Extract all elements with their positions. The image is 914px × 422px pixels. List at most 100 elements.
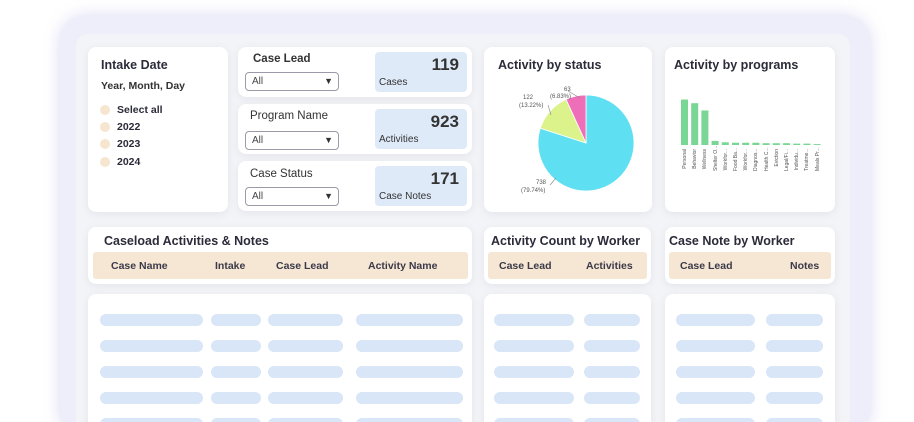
x-tick-label: Workfor... bbox=[722, 149, 729, 171]
cases-kpi: 119 Cases bbox=[375, 52, 467, 92]
placeholder-cell bbox=[676, 418, 755, 422]
bar[interactable] bbox=[783, 143, 790, 145]
bar[interactable] bbox=[752, 142, 760, 145]
placeholder-cell bbox=[211, 340, 261, 352]
case-lead-dropdown[interactable]: All ▼ bbox=[245, 72, 339, 91]
placeholder-cell bbox=[268, 314, 343, 326]
bar-chart bbox=[681, 99, 821, 145]
column-header[interactable]: Notes bbox=[790, 260, 820, 272]
table-header-row: Case Lead Notes bbox=[669, 252, 831, 279]
placeholder-cell bbox=[268, 366, 343, 378]
placeholder-cell bbox=[494, 340, 574, 352]
chart-title: Activity by status bbox=[498, 58, 602, 72]
placeholder-cell bbox=[211, 392, 261, 404]
x-tick-label: Wellness bbox=[702, 149, 709, 170]
table-header-row: Case Name Intake Case Lead Activity Name bbox=[93, 252, 468, 279]
dropdown-value: All bbox=[252, 191, 264, 202]
activities-kpi: 923 Activities bbox=[375, 109, 467, 149]
intake-date-subtitle: Year, Month, Day bbox=[101, 80, 186, 92]
case-status-dropdown[interactable]: All ▼ bbox=[245, 187, 339, 206]
placeholder-cell bbox=[584, 340, 640, 352]
column-header[interactable]: Activities bbox=[586, 260, 633, 272]
option-select-all[interactable]: Select all bbox=[100, 104, 163, 116]
slice-count-label: 122 bbox=[523, 95, 534, 101]
option-2022[interactable]: 2022 bbox=[100, 121, 140, 133]
bar[interactable] bbox=[701, 110, 709, 145]
slice-percent-label: (13.22%) bbox=[519, 103, 543, 109]
program-name-dropdown[interactable]: All ▼ bbox=[245, 131, 339, 150]
slicer-label: Case Status bbox=[250, 168, 313, 180]
bar[interactable] bbox=[793, 143, 801, 145]
slicer-label: Case Lead bbox=[253, 53, 311, 65]
x-tick-label: Meals Pr... bbox=[814, 147, 821, 171]
bar[interactable] bbox=[813, 144, 821, 145]
option-2023[interactable]: 2023 bbox=[100, 138, 140, 150]
dropdown-value: All bbox=[252, 76, 264, 87]
dropdown-value: All bbox=[252, 135, 264, 146]
radio-dot-icon bbox=[100, 122, 110, 132]
slice-percent-label: (79.74%) bbox=[521, 188, 545, 194]
placeholder-cell bbox=[100, 314, 203, 326]
kpi-value: 119 bbox=[431, 55, 459, 74]
bar[interactable] bbox=[721, 142, 729, 145]
column-header[interactable]: Activity Name bbox=[368, 260, 438, 272]
x-tick-label: Health C... bbox=[763, 147, 770, 171]
bar[interactable] bbox=[681, 99, 688, 145]
option-2024[interactable]: 2024 bbox=[100, 156, 140, 168]
pie-chart: 63 (6.83%) 122 (13.22%) 738 (79.74%) bbox=[519, 87, 635, 194]
bar[interactable] bbox=[742, 142, 750, 145]
placeholder-cell bbox=[356, 392, 463, 404]
x-tick-label: Individu... bbox=[794, 149, 801, 171]
program-name-slicer: Program Name All ▼ 923 Activities bbox=[238, 104, 472, 154]
bar[interactable] bbox=[732, 142, 739, 145]
placeholder-cell bbox=[676, 314, 755, 326]
placeholder-cell bbox=[356, 366, 463, 378]
placeholder-cell bbox=[211, 366, 261, 378]
chevron-down-icon: ▼ bbox=[324, 76, 333, 86]
bar[interactable] bbox=[762, 143, 770, 145]
x-tick-label: Legal/Fi... bbox=[784, 149, 790, 171]
slicer-label: Program Name bbox=[250, 110, 328, 122]
placeholder-cell bbox=[584, 392, 640, 404]
intake-date-slicer: Intake Date Year, Month, Day Select all … bbox=[88, 47, 228, 212]
bar[interactable] bbox=[803, 143, 811, 145]
placeholder-cell bbox=[584, 366, 640, 378]
case-status-slicer: Case Status All ▼ 171 Case Notes bbox=[238, 161, 472, 211]
placeholder-cell bbox=[766, 340, 823, 352]
placeholder-cell bbox=[268, 418, 343, 422]
x-tick-label: Workfor... bbox=[743, 149, 750, 171]
bar[interactable] bbox=[691, 103, 699, 145]
pie-slice[interactable] bbox=[565, 94, 587, 144]
placeholder-cell bbox=[494, 366, 574, 378]
bar[interactable] bbox=[711, 140, 719, 145]
case-notes-kpi: 171 Case Notes bbox=[375, 166, 467, 206]
kpi-value: 923 bbox=[430, 112, 459, 131]
column-header[interactable]: Intake bbox=[215, 260, 246, 272]
radio-dot-icon bbox=[100, 157, 110, 167]
placeholder-cell bbox=[494, 314, 574, 326]
placeholder-cell bbox=[494, 418, 574, 422]
column-header[interactable]: Case Lead bbox=[499, 260, 552, 272]
placeholder-cell bbox=[766, 366, 823, 378]
placeholder-cell bbox=[676, 340, 755, 352]
placeholder-cell bbox=[766, 314, 823, 326]
placeholder-cell bbox=[211, 418, 261, 422]
placeholder-cell bbox=[211, 314, 261, 326]
option-label: Select all bbox=[117, 104, 163, 116]
placeholder-cell bbox=[356, 314, 463, 326]
caseload-table-header-card: Caseload Activities & Notes Case Name In… bbox=[88, 227, 472, 284]
kpi-value: 171 bbox=[430, 169, 459, 188]
option-label: 2022 bbox=[117, 121, 141, 133]
x-tick-label: Personal bbox=[682, 149, 688, 169]
placeholder-cell bbox=[766, 418, 823, 422]
placeholder-cell bbox=[100, 366, 203, 378]
placeholder-cell bbox=[676, 366, 755, 378]
column-header[interactable]: Case Lead bbox=[276, 260, 329, 272]
activity-by-programs-card: Activity by programs Personal Behavior Wel… bbox=[665, 47, 835, 212]
placeholder-cell bbox=[100, 392, 203, 404]
kpi-label: Case Notes bbox=[379, 191, 432, 202]
bar[interactable] bbox=[772, 143, 780, 145]
placeholder-cell bbox=[494, 392, 574, 404]
column-header[interactable]: Case Lead bbox=[680, 260, 733, 272]
column-header[interactable]: Case Name bbox=[111, 260, 168, 272]
